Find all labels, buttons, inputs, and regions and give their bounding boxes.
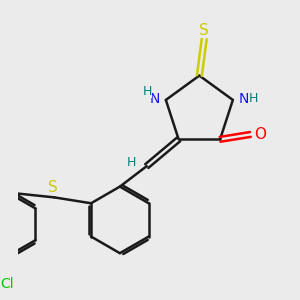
Text: S: S bbox=[49, 180, 58, 195]
Text: O: O bbox=[254, 127, 266, 142]
Text: N: N bbox=[150, 92, 160, 106]
Text: H: H bbox=[127, 156, 136, 169]
Text: H: H bbox=[249, 92, 258, 106]
Text: H: H bbox=[142, 85, 152, 98]
Text: S: S bbox=[200, 22, 209, 38]
Text: Cl: Cl bbox=[0, 278, 14, 292]
Text: N: N bbox=[239, 92, 249, 106]
